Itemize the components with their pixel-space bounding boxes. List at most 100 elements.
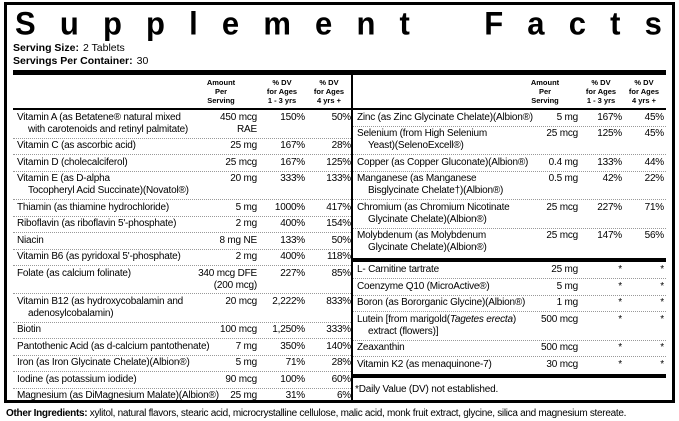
dv-ages-1-3-cell: * (618, 342, 622, 353)
dv-ages-1-3-cell: 400% (280, 251, 305, 262)
table-row: Molybdenum (as Molybdenum Glycinate Chel… (353, 229, 666, 257)
ingredient-name-cell: Biotin (17, 324, 41, 335)
dv-ages-4plus-cell: 133% (326, 173, 351, 184)
amount-cell: 450 mcg RAE (220, 111, 257, 135)
dv-ages-1-3-cell: 1,250% (272, 324, 305, 335)
servings-per-container-line: Servings Per Container: 30 (13, 55, 666, 68)
dv-ages-4plus-cell: 45% (644, 111, 665, 123)
ingredient-name-cell: Vitamin K2 (as menaquinone-7) (357, 358, 492, 370)
dv-ages-1-3-cell: 350% (280, 340, 305, 352)
right-column-header: Amount Per Serving % DV for Ages 1 - 3 y… (353, 75, 666, 108)
dv-ages-1-3-cell: 42% (602, 173, 623, 184)
ingredient-name-cell: Molybdenum (as Molybdenum Glycinate Chel… (357, 230, 487, 253)
table-row: Vitamin A (as Betatene® natural mixed wi… (13, 110, 351, 139)
ingredient-name-cell: Folate (as calcium folinate) (17, 267, 131, 279)
dv-ages-4plus-cell: * (660, 264, 664, 275)
ingredient-name-cell: Vitamin A (as Betatene® natural mixed wi… (17, 111, 189, 135)
amount-cell: 340 mcg DFE (200 mcg) (198, 267, 257, 291)
servings-per-container-label: Servings Per Container: (13, 55, 133, 67)
dv-ages-4plus-cell: 56% (644, 230, 665, 241)
ingredient-name-cell: Selenium (from High Selenium Yeast)(Sele… (357, 128, 488, 151)
dv-ages-4plus-cell: 140% (326, 340, 351, 352)
dv-ages-1-3-cell: * (618, 358, 622, 370)
amount-cell: 90 mcg (225, 373, 257, 385)
ingredient-name-cell: Vitamin D (cholecalciferol) (17, 156, 128, 168)
dv-ages-1-3-cell: 227% (280, 267, 305, 279)
amount-cell: 0.5 mg (548, 173, 579, 184)
dv-ages-4plus-cell: * (660, 280, 664, 292)
dv-ages-4plus-cell: 118% (326, 251, 351, 262)
ingredient-name-cell: Vitamin C (as ascorbic acid) (17, 140, 136, 151)
table-row: Vitamin C (as ascorbic acid) 25 mg 167% 28% (13, 139, 351, 155)
right-rows-no-dv: L- Carnitine tartrate 25 mg * * Coenzyme Q10… (353, 263, 666, 374)
table-row: Iodine (as potassium iodide) 90 mcg 100% 60… (13, 372, 351, 389)
dv-ages-1-3-cell: * (618, 264, 622, 275)
amount-cell: 500 mcg (541, 313, 578, 325)
ingredient-name-cell: Vitamin B6 (as pyridoxal 5'-phosphate) (17, 251, 181, 262)
table-row: Zeaxanthin 500 mcg * * (353, 341, 666, 357)
dv-ages-4plus-cell: 71% (644, 201, 665, 213)
amount-cell: 500 mcg (541, 342, 578, 353)
dv-ages-4plus-header: % DV for Ages 4 yrs + (628, 78, 660, 105)
table-row: Vitamin B12 (as hydroxycobalamin and ade… (13, 294, 351, 323)
table-row: Vitamin K2 (as menaquinone-7) 30 mcg * * (353, 357, 666, 373)
ingredient-name-cell: L- Carnitine tartrate (357, 264, 439, 275)
dv-ages-4plus-cell: * (660, 297, 664, 308)
dv-ages-4plus-cell: * (660, 358, 664, 370)
amount-cell: 30 mcg (546, 358, 578, 370)
table-row: Iron (as Iron Glycinate Chelate)(Albion®… (13, 356, 351, 372)
dv-ages-1-3-cell: 133% (280, 234, 305, 246)
table-row: Coenzyme Q10 (MicroActive®) 5 mg * * (353, 279, 666, 296)
dv-ages-1-3-cell: 2,222% (272, 295, 305, 307)
table-row: Biotin 100 mcg 1,250% 333% (13, 323, 351, 339)
table-row: Pantothenic Acid (as d-calcium pantothen… (13, 339, 351, 356)
amount-cell: 5 mg (235, 201, 258, 213)
table-row: Vitamin B6 (as pyridoxal 5'-phosphate) 2 … (13, 250, 351, 266)
table-row: Vitamin E (as D-alpha Tocopheryl Acid Su… (13, 172, 351, 200)
ingredient-name-cell: Vitamin B12 (as hydroxycobalamin and ade… (17, 295, 184, 319)
amount-cell: 25 mcg (225, 156, 257, 168)
amount-cell: 5 mg (235, 357, 258, 368)
other-ingredients-label: Other Ingredients: (6, 408, 88, 419)
serving-size-value: 2 Tablets (82, 42, 125, 54)
table-row: Copper (as Copper Gluconate)(Albion®) 0.4… (353, 155, 666, 172)
other-ingredients: Other Ingredients: xylitol, natural flav… (6, 408, 676, 420)
amount-cell: 100 mcg (220, 324, 257, 335)
ingredient-name-cell: Iodine (as potassium iodide) (17, 373, 137, 385)
table-row: Lutein [from marigold(Tagetes erecta) ex… (353, 312, 666, 341)
table-row: Niacin 8 mg NE 133% 50% (13, 233, 351, 250)
dv-ages-1-3-cell: 167% (280, 140, 305, 151)
dv-ages-1-3-cell: * (618, 280, 622, 292)
ingredient-name-cell: Vitamin E (as D-alpha Tocopheryl Acid Su… (17, 173, 189, 196)
amount-cell: 8 mg NE (219, 234, 257, 246)
dv-ages-1-3-cell: 227% (597, 201, 622, 213)
dv-ages-4plus-cell: 45% (644, 128, 665, 139)
dv-ages-4plus-cell: 85% (331, 267, 352, 279)
amount-per-serving-header: Amount Per Serving (530, 78, 560, 105)
dv-ages-4plus-cell: 50% (331, 111, 352, 123)
serving-size-line: Serving Size: 2 Tablets (13, 42, 666, 55)
amount-per-serving-header: Amount Per Serving (206, 78, 236, 105)
table-row: Magnesium (as DiMagnesium Malate)(Albion… (13, 389, 351, 405)
amount-cell: 25 mcg (546, 201, 578, 213)
dv-ages-1-3-cell: 167% (597, 111, 622, 123)
ingredient-name-cell: Copper (as Copper Gluconate)(Albion®) (357, 156, 529, 168)
dv-ages-1-3-cell: 333% (280, 173, 305, 184)
right-column: Amount Per Serving % DV for Ages 1 - 3 y… (353, 75, 666, 400)
dv-ages-4plus-cell: * (660, 342, 664, 353)
ingredient-name-cell: Pantothenic Acid (as d-calcium pantothen… (17, 340, 210, 352)
amount-cell: 25 mcg (546, 230, 578, 241)
table-row: Folate (as calcium folinate) 340 mcg DFE … (13, 266, 351, 294)
section-divider-bar (353, 257, 666, 262)
dv-ages-1-3-header: % DV for Ages 1 - 3 yrs (585, 78, 617, 105)
column-header-underline (13, 108, 351, 110)
dv-ages-4plus-cell: 44% (644, 156, 665, 168)
table-row: Chromium (as Chromium Nicotinate Glycina… (353, 200, 666, 229)
ingredient-name-cell: Zeaxanthin (357, 342, 405, 353)
dv-ages-4plus-cell: 333% (326, 324, 351, 335)
table-row: Riboflavin (as riboflavin 5'-phosphate) 2… (13, 217, 351, 233)
column-header-underline (353, 108, 666, 110)
table-row: Thiamin (as thiamine hydrochloride) 5 mg 1… (13, 200, 351, 217)
dv-ages-4plus-cell: 6% (336, 390, 351, 401)
